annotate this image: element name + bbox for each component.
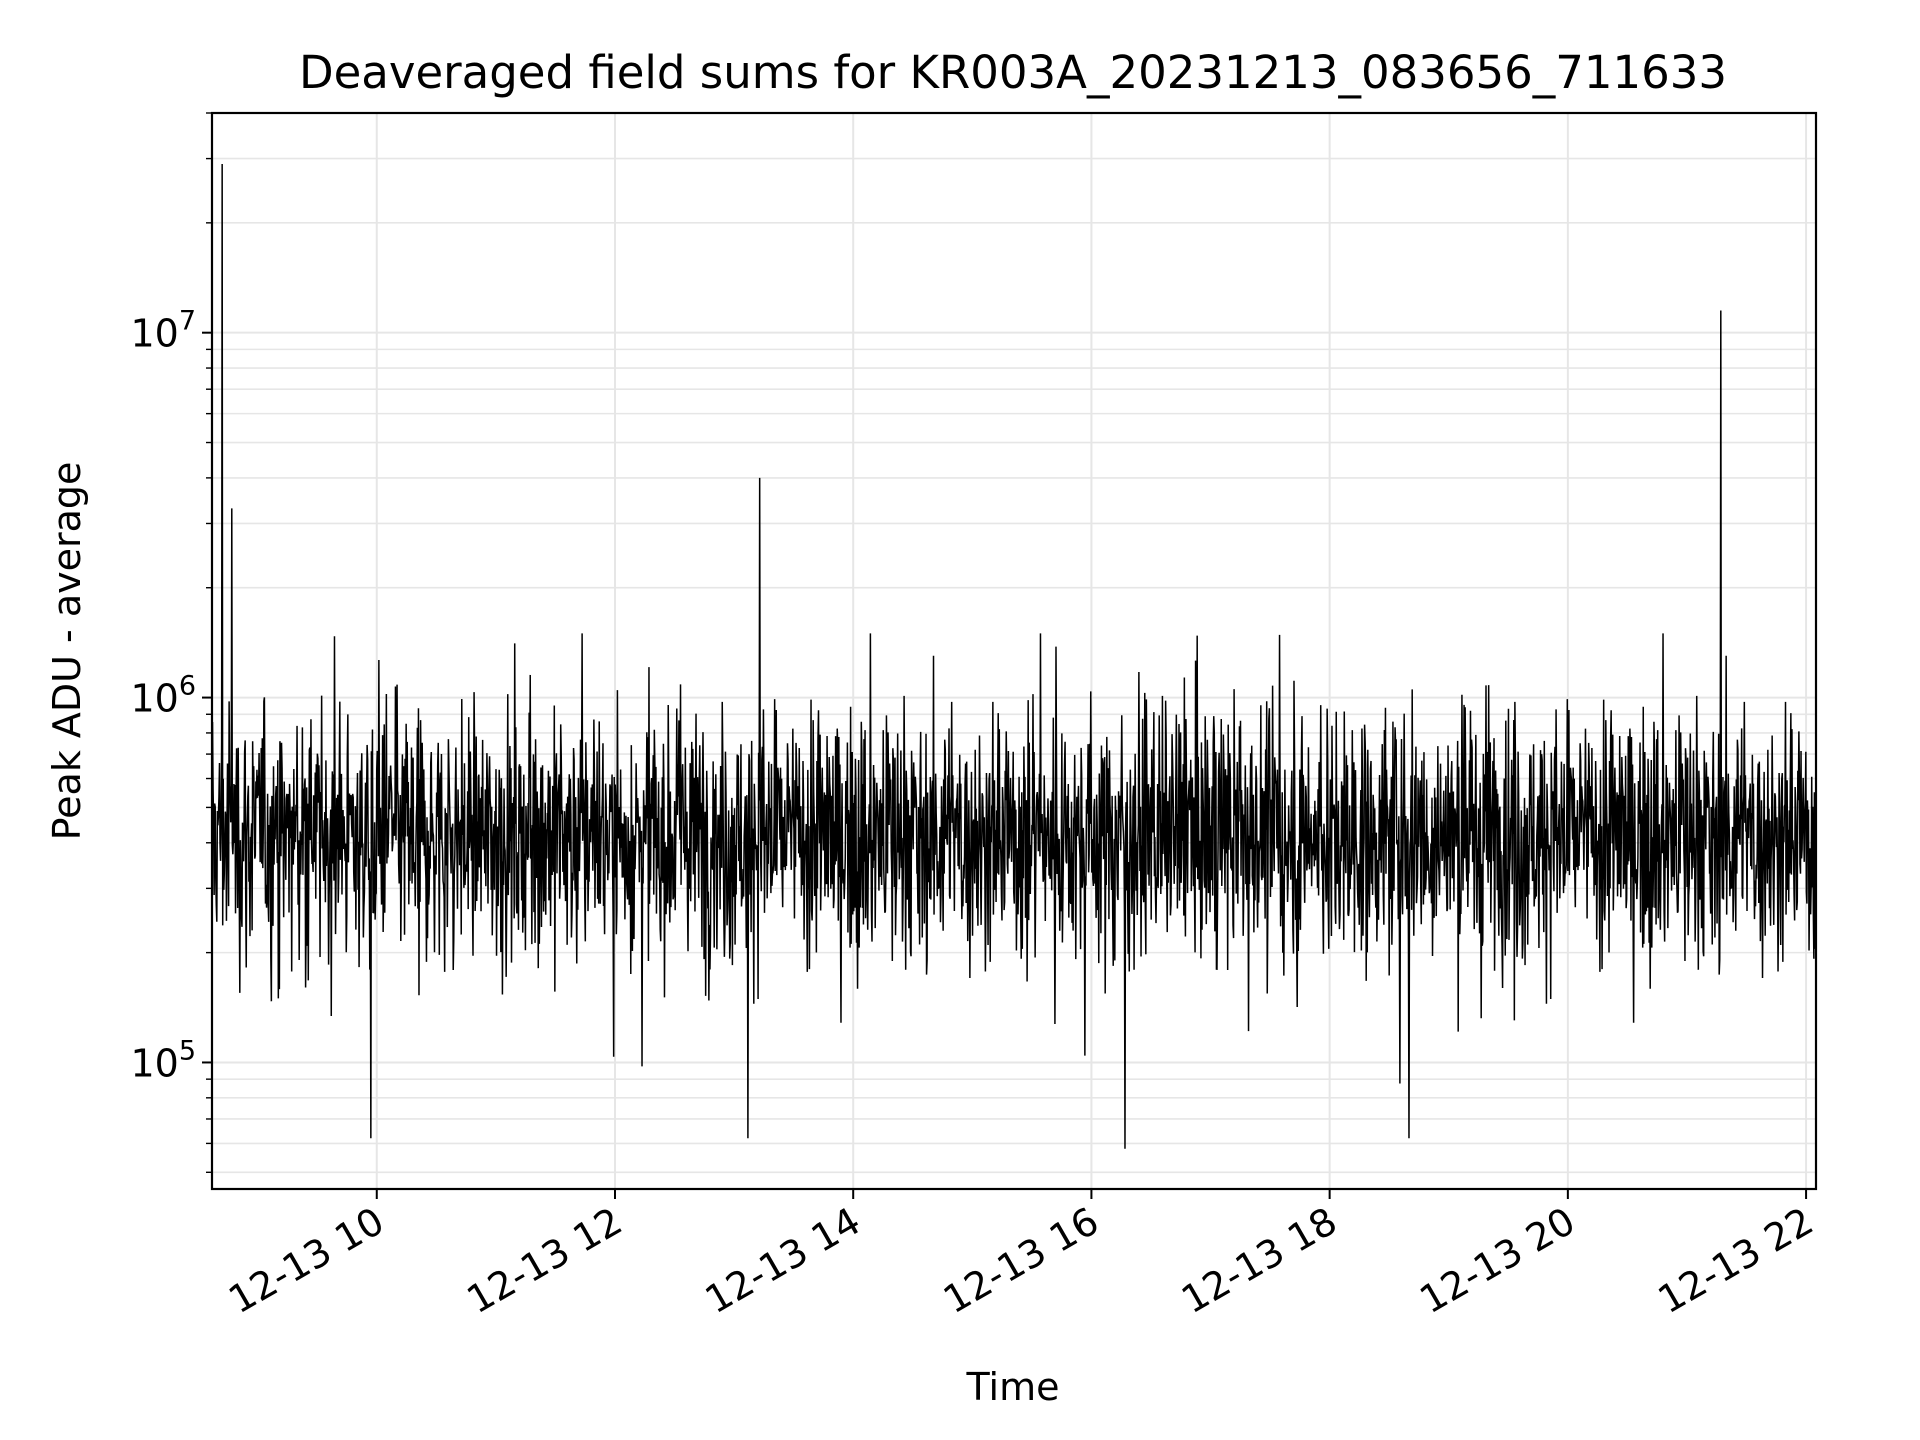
chart-title: Deaveraged field sums for KR003A_2023121…: [299, 46, 1727, 99]
x-axis-label: Time: [966, 1365, 1060, 1409]
y-tick-exponent: 6: [179, 671, 196, 702]
grid: [212, 112, 1816, 1189]
y-tick-exponent: 5: [179, 1035, 196, 1066]
y-tick-label: 107: [130, 306, 196, 356]
x-tick-label: 12-13 18: [1174, 1199, 1344, 1323]
y-tick-exponent: 7: [179, 306, 196, 337]
plot-frame: [210, 111, 1818, 1191]
series-line-path: [211, 163, 1817, 1149]
x-tick-label: 12-13 20: [1412, 1199, 1582, 1323]
x-tick-label: 12-13 14: [698, 1199, 868, 1323]
y-tick-base: 10: [130, 677, 178, 721]
y-tick-base: 10: [130, 312, 178, 356]
y-tick-base: 10: [130, 1041, 178, 1085]
x-tick-label: 12-13 10: [221, 1199, 391, 1323]
x-tick-label: 12-13 22: [1651, 1199, 1821, 1323]
x-tick-label: 12-13 12: [460, 1199, 630, 1323]
y-tick-label: 105: [130, 1035, 196, 1085]
series-line: [211, 163, 1817, 1149]
x-tick-label: 12-13 16: [936, 1199, 1106, 1323]
y-axis-label: Peak ADU - average: [45, 462, 89, 841]
y-tick-label: 106: [130, 671, 196, 721]
